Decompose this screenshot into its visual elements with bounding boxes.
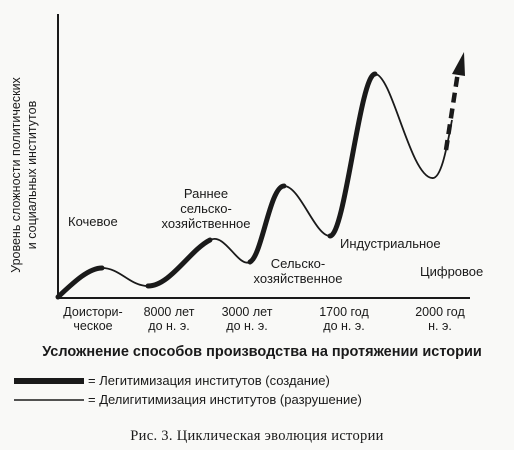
curve-thick-4 (327, 71, 378, 239)
curve-thick-2 (145, 237, 213, 289)
stage-label-agri-line2: хозяйственное (253, 271, 343, 286)
x-tick-line2: н. э. (428, 319, 452, 333)
legend-thin-label: = Делигитимизация институтов (разрушение… (88, 392, 362, 407)
x-tick-line2: до н. э. (148, 319, 190, 333)
x-tick-line2: до н. э. (323, 319, 365, 333)
stage-label-digital: Цифровое (420, 264, 484, 279)
figure-caption: Рис. 3. Циклическая эволюция истории (130, 428, 384, 444)
curve-thick-1 (55, 265, 105, 300)
stage-label-early-agri: Раннее сельско- хозяйственное (158, 186, 254, 231)
x-tick-line1: 1700 год (319, 305, 369, 319)
x-tick-prehistoric: Доистори- ческое (56, 305, 130, 333)
x-tick-line1: 8000 лет (143, 305, 195, 319)
y-axis-label-line2: и социальных институтов (25, 100, 39, 250)
stage-label-early-agri-line1: Раннее (183, 186, 229, 201)
stage-label-agri: Сельско- хозяйственное (246, 256, 350, 286)
stage-label-industrial: Индустриальное (340, 236, 441, 251)
stage-label-nomadic: Кочевое (68, 214, 118, 229)
y-axis-label-line1: Уровень сложности политических (9, 77, 23, 273)
x-tick-line1: Доистори- (63, 305, 123, 319)
stage-label-agri-line1: Сельско- (270, 256, 326, 271)
x-tick-line2: до н. э. (226, 319, 268, 333)
future-arrowhead (452, 52, 465, 76)
curve-thick-3 (247, 183, 287, 265)
y-axis-label: Уровень сложности политических и социаль… (8, 60, 48, 290)
legend-thick-label: = Легитимизация институтов (создание) (88, 373, 330, 388)
x-tick-8000bc: 8000 лет до н. э. (134, 305, 204, 333)
stage-label-early-agri-line3: хозяйственное (161, 216, 251, 231)
x-tick-3000bc: 3000 лет до н. э. (212, 305, 282, 333)
future-dashed-line (443, 71, 461, 151)
x-tick-2000: 2000 год н. э. (404, 305, 476, 333)
x-tick-line2: ческое (73, 319, 113, 333)
x-tick-line1: 2000 год (415, 305, 465, 319)
x-tick-1700: 1700 год до н. э. (308, 305, 380, 333)
x-axis-title: Усложнение способов производства на прот… (42, 344, 482, 360)
stage-label-early-agri-line2: сельско- (180, 201, 232, 216)
x-tick-line1: 3000 лет (221, 305, 273, 319)
